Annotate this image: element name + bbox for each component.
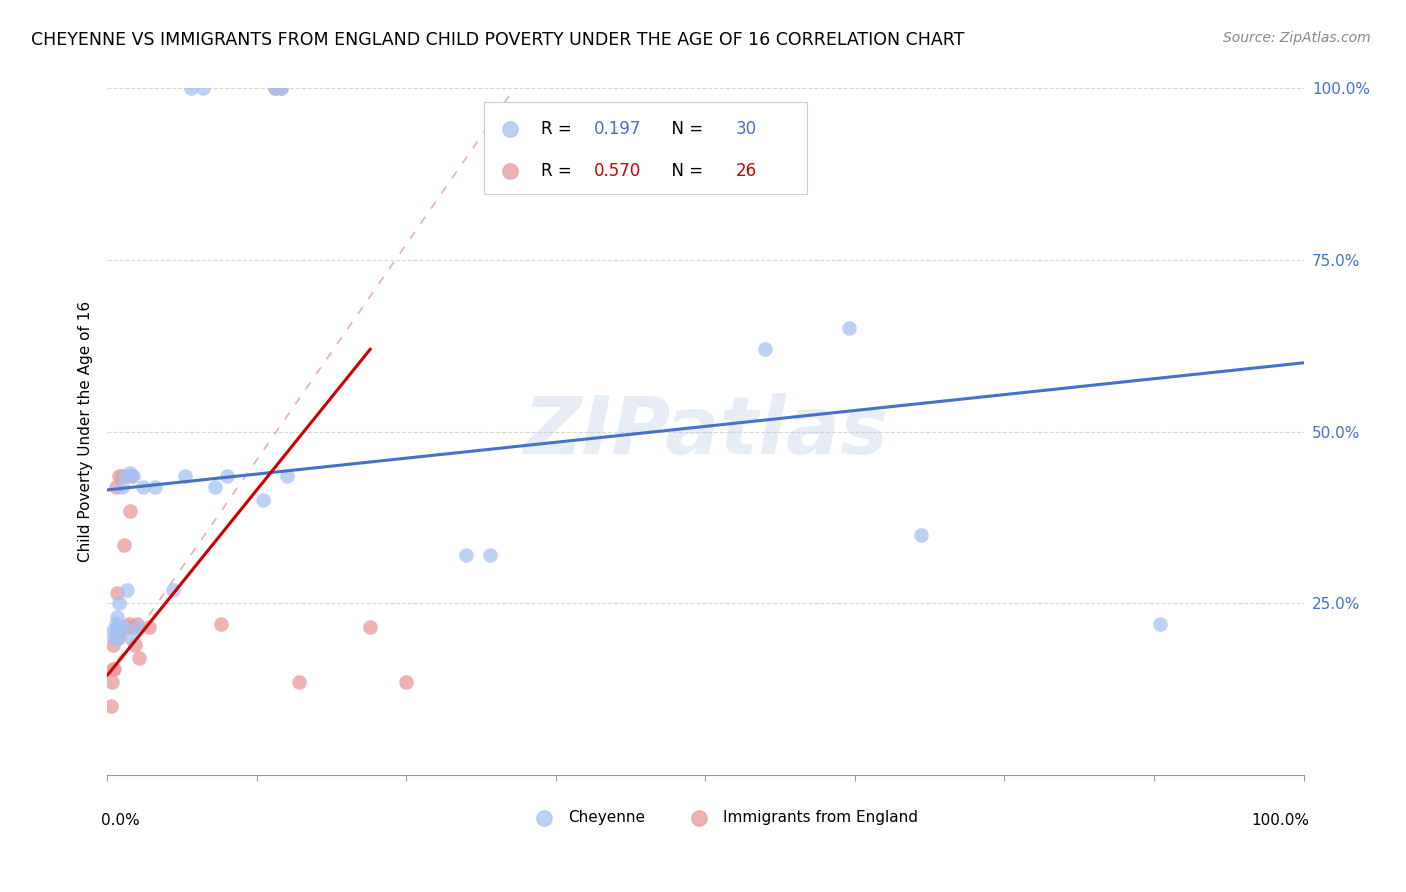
Point	[111, 620, 134, 634]
Point	[910, 527, 932, 541]
Point	[101, 638, 124, 652]
Text: 0.0%: 0.0%	[101, 813, 141, 828]
Text: Source: ZipAtlas.com: Source: ZipAtlas.com	[1223, 31, 1371, 45]
Point	[110, 479, 132, 493]
Point	[174, 469, 197, 483]
Point	[143, 479, 166, 493]
Point	[105, 586, 128, 600]
Point	[276, 469, 298, 483]
Point	[120, 631, 142, 645]
Point	[117, 582, 139, 597]
Point	[132, 479, 155, 493]
Point	[263, 81, 285, 95]
Point	[395, 675, 418, 690]
Point	[110, 624, 132, 638]
Point	[101, 624, 124, 638]
Point	[122, 469, 145, 483]
Point	[270, 81, 292, 95]
Point	[252, 493, 274, 508]
Point	[125, 617, 148, 632]
Y-axis label: Child Poverty Under the Age of 16: Child Poverty Under the Age of 16	[79, 301, 93, 562]
Point	[105, 624, 128, 638]
Point	[107, 620, 129, 634]
Point	[215, 469, 238, 483]
Point	[204, 479, 226, 493]
Point	[105, 631, 128, 645]
Point	[114, 469, 136, 483]
Point	[108, 469, 131, 483]
Point	[110, 469, 132, 483]
Point	[118, 503, 141, 517]
Point	[103, 662, 125, 676]
FancyBboxPatch shape	[484, 102, 807, 194]
Point	[838, 321, 860, 335]
Point	[125, 620, 148, 634]
Text: 100.0%: 100.0%	[1251, 813, 1309, 828]
Point	[112, 538, 135, 552]
Point	[107, 631, 129, 645]
Point	[118, 617, 141, 632]
Point	[118, 466, 141, 480]
Point	[162, 582, 184, 597]
Text: CHEYENNE VS IMMIGRANTS FROM ENGLAND CHILD POVERTY UNDER THE AGE OF 16 CORRELATIO: CHEYENNE VS IMMIGRANTS FROM ENGLAND CHIL…	[31, 31, 965, 49]
Point	[108, 596, 131, 610]
Point	[124, 638, 146, 652]
Point	[100, 699, 122, 714]
Point	[108, 620, 131, 634]
Point	[101, 662, 124, 676]
Text: R =: R =	[541, 120, 578, 138]
Text: 26: 26	[735, 162, 756, 180]
Text: R =: R =	[541, 162, 578, 180]
Point	[754, 342, 776, 356]
Point	[454, 548, 477, 562]
Point	[209, 617, 232, 632]
Text: N =: N =	[661, 162, 709, 180]
Point	[115, 620, 138, 634]
Point	[138, 620, 160, 634]
Point	[359, 620, 381, 634]
Point	[105, 610, 128, 624]
Text: ZIPatlas: ZIPatlas	[523, 392, 887, 471]
Point	[104, 479, 127, 493]
Text: 0.197: 0.197	[595, 120, 641, 138]
Point	[128, 651, 150, 665]
Point	[120, 469, 142, 483]
Point	[103, 631, 125, 645]
Point	[191, 81, 214, 95]
Text: 30: 30	[735, 120, 756, 138]
Point	[1149, 617, 1171, 632]
Text: Cheyenne: Cheyenne	[568, 810, 645, 825]
Text: N =: N =	[661, 120, 709, 138]
Point	[104, 617, 127, 632]
Point	[263, 81, 285, 95]
Point	[101, 675, 124, 690]
Point	[479, 548, 502, 562]
Point	[270, 81, 292, 95]
Text: 0.570: 0.570	[595, 162, 641, 180]
Point	[180, 81, 202, 95]
Text: Immigrants from England: Immigrants from England	[723, 810, 918, 825]
Point	[122, 620, 145, 634]
Point	[287, 675, 309, 690]
